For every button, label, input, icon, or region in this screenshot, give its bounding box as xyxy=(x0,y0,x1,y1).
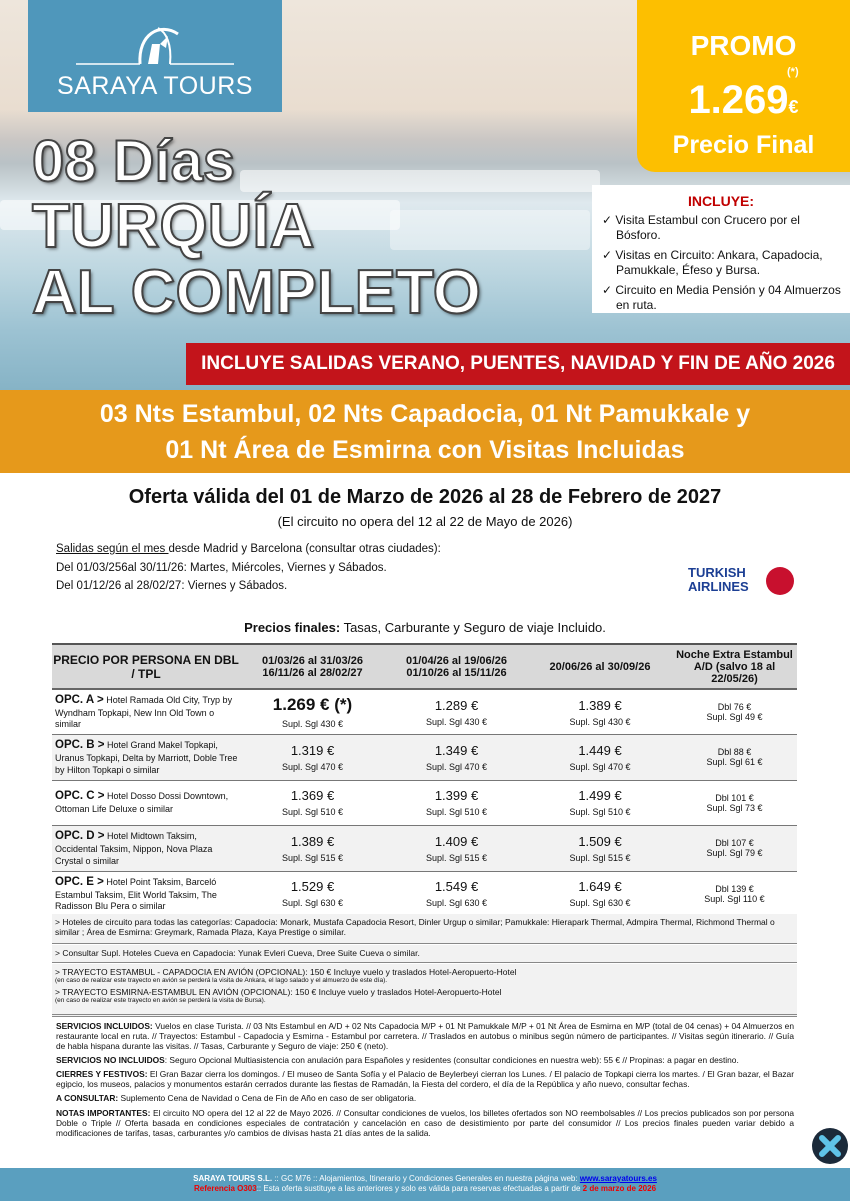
table-row: OPC. D > Hotel Midtown Taksim, Occidenta… xyxy=(52,825,797,872)
seasons-banner: INCLUYE SALIDAS VERANO, PUENTES, NAVIDAD… xyxy=(186,343,850,385)
extra-night-cell: Dbl 139 € Supl. Sgl 110 € xyxy=(672,871,797,917)
col-header: 01/03/26 al 31/03/26 16/11/26 al 28/02/2… xyxy=(240,644,385,690)
hero-days: 08 Días xyxy=(31,129,236,194)
price-cell: 1.529 € Supl. Sgl 630 € xyxy=(240,871,385,917)
promo-currency: € xyxy=(788,97,799,117)
turkish-airlines-logo: TURKISH AIRLINES xyxy=(688,566,798,598)
table-row: OPC. C > Hotel Dosso Dossi Downtown, Ott… xyxy=(52,780,797,826)
include-item: ✓ Visita Estambul con Crucero por el Bós… xyxy=(602,213,800,242)
includes-title: INCLUYE: xyxy=(687,193,755,209)
optional-flights-note: > TRAYECTO ESTAMBUL - CAPADOCIA EN AVIÓN… xyxy=(52,964,797,1017)
offer-note: (El circuito no opera del 12 al 22 de Ma… xyxy=(277,514,573,529)
price-cell: 1.369 € Supl. Sgl 510 € xyxy=(240,780,385,826)
col-header: PRECIO POR PERSONA EN DBL / TPL xyxy=(52,644,240,690)
promo-price: 1.269 xyxy=(688,78,789,122)
price-cell: 1.289 € Supl. Sgl 430 € xyxy=(385,689,528,735)
itinerary-line-2: 01 Nt Área de Esmirna con Visitas Inclui… xyxy=(165,436,685,464)
include-item: ✓ Circuito en Media Pensión y 04 Almuerz… xyxy=(602,283,841,312)
website-link[interactable]: www.sarayatours.es xyxy=(579,1174,657,1183)
departures-line-2: Del 01/12/26 al 28/02/27: Viernes y Sába… xyxy=(56,580,288,592)
promo-subtitle: Precio Final xyxy=(672,131,815,159)
airline-bird-icon xyxy=(766,567,794,595)
price-cell: 1.399 € Supl. Sgl 510 € xyxy=(385,780,528,826)
hotel-option: OPC. C > Hotel Dosso Dossi Downtown, Ott… xyxy=(52,780,240,826)
col-header: 20/06/26 al 30/09/26 xyxy=(528,644,672,690)
extra-night-cell: Dbl 107 € Supl. Sgl 79 € xyxy=(672,825,797,872)
departures-line-1: Del 01/03/256al 30/11/26: Martes, Miérco… xyxy=(56,562,387,574)
price-cell: 1.389 € Supl. Sgl 515 € xyxy=(240,825,385,872)
extra-night-cell: Dbl 101 € Supl. Sgl 73 € xyxy=(672,780,797,826)
price-cell: 1.509 € Supl. Sgl 515 € xyxy=(528,825,672,872)
chat-widget-button[interactable] xyxy=(812,1128,848,1164)
to-consult: A CONSULTAR: Suplemento Cena de Navidad … xyxy=(56,1093,417,1104)
hero-title: TURQUÍA xyxy=(31,192,315,261)
cave-hotels-note: > Consultar Supl. Hoteles Cueva en Capad… xyxy=(52,945,797,963)
services-included: SERVICIOS INCLUIDOS: Vuelos en clase Tur… xyxy=(56,1021,795,1052)
hero-title-2: AL COMPLETO xyxy=(31,258,482,327)
itinerary-line-1: 03 Nts Estambul, 02 Nts Capadocia, 01 Nt… xyxy=(99,400,751,428)
promo-label: PROMO xyxy=(690,30,797,61)
price-cell: 1.319 € Supl. Sgl 470 € xyxy=(240,734,385,781)
price-cell: 1.409 € Supl. Sgl 515 € xyxy=(385,825,528,872)
chat-icon xyxy=(819,1135,841,1157)
itinerary-banner: 03 Nts Estambul, 02 Nts Capadocia, 01 Nt… xyxy=(0,390,850,473)
logo-emblem-icon xyxy=(76,27,234,65)
circuit-hotels-note: > Hoteles de circuito para todas las cat… xyxy=(52,914,797,944)
price-cell: 1.389 € Supl. Sgl 430 € xyxy=(528,689,672,735)
price-table: PRECIO POR PERSONA EN DBL / TPL 01/03/26… xyxy=(52,643,797,917)
table-row: OPC. E > Hotel Point Taksim, Barceló Est… xyxy=(52,871,797,917)
extra-night-cell: Dbl 88 € Supl. Sgl 61 € xyxy=(672,734,797,781)
closures: CIERRES Y FESTIVOS: El Gran Bazar cierra… xyxy=(56,1069,795,1090)
offer-title: Oferta válida del 01 de Marzo de 2026 al… xyxy=(128,486,722,508)
logo-text: SARAYA TOURS xyxy=(57,72,253,100)
table-row: OPC. B > Hotel Grand Makel Topkapi, Uran… xyxy=(52,734,797,781)
services-not-included: SERVICIOS NO INCLUIDOS: Seguro Opcional … xyxy=(56,1055,739,1066)
includes-box: INCLUYE: ✓ Visita Estambul con Crucero p… xyxy=(592,185,850,313)
table-row: OPC. A > Hotel Ramada Old City, Tryp by … xyxy=(52,689,797,735)
promo-badge: PROMO (*) 1.269€ Precio Final xyxy=(637,0,850,172)
footer: SARAYA TOURS S.L. :: GC M76 :: Alojamien… xyxy=(0,1168,850,1201)
hotel-option: OPC. E > Hotel Point Taksim, Barceló Est… xyxy=(52,871,240,917)
include-item: ✓ Visitas en Circuito: Ankara, Capadocia… xyxy=(602,248,823,277)
hotel-option: OPC. A > Hotel Ramada Old City, Tryp by … xyxy=(52,689,240,735)
col-header: Noche Extra Estambul A/D (salvo 18 al 22… xyxy=(672,644,797,690)
price-cell: 1.269 € (*) Supl. Sgl 430 € xyxy=(240,689,385,735)
price-cell: 1.649 € Supl. Sgl 630 € xyxy=(528,871,672,917)
terms-section: SERVICIOS INCLUIDOS: Vuelos en clase Tur… xyxy=(56,1021,794,1138)
departures-intro: Salidas según el mes desde Madrid y Barc… xyxy=(56,543,441,555)
hotel-option: OPC. B > Hotel Grand Makel Topkapi, Uran… xyxy=(52,734,240,781)
saraya-tours-logo: SARAYA TOURS xyxy=(28,0,282,112)
col-header: 01/04/26 al 19/06/26 01/10/26 al 15/11/2… xyxy=(385,644,528,690)
price-cell: 1.499 € Supl. Sgl 510 € xyxy=(528,780,672,826)
important-notes: NOTAS IMPORTANTES: El circuito NO opera … xyxy=(56,1107,794,1138)
promo-asterisk: (*) xyxy=(787,66,799,78)
price-cell: 1.549 € Supl. Sgl 630 € xyxy=(385,871,528,917)
hotel-option: OPC. D > Hotel Midtown Taksim, Occidenta… xyxy=(52,825,240,872)
final-prices-note: Precios finales: Tasas, Carburante y Seg… xyxy=(244,620,606,635)
price-cell: 1.349 € Supl. Sgl 470 € xyxy=(385,734,528,781)
price-cell: 1.449 € Supl. Sgl 470 € xyxy=(528,734,672,781)
extra-night-cell: Dbl 76 € Supl. Sgl 49 € xyxy=(672,689,797,735)
